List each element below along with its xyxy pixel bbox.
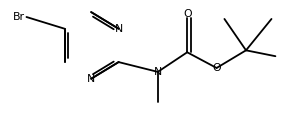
Text: N: N xyxy=(87,74,95,84)
Text: O: O xyxy=(212,63,221,73)
Text: Br: Br xyxy=(13,12,25,22)
Text: N: N xyxy=(154,67,162,77)
Text: O: O xyxy=(183,9,192,19)
Text: N: N xyxy=(115,24,123,34)
